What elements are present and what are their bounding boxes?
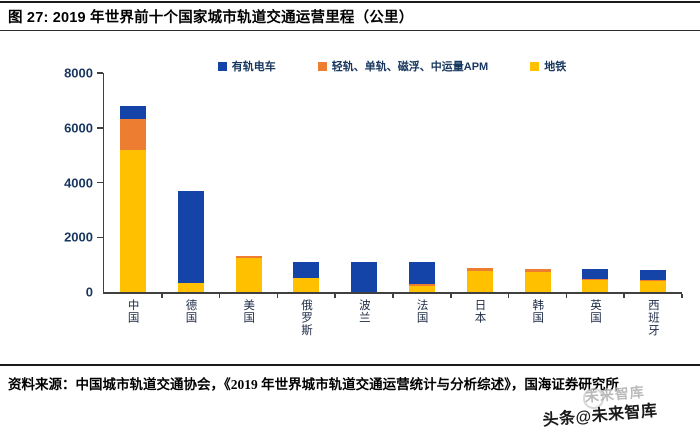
x-axis-tick xyxy=(623,294,625,298)
bar-segment xyxy=(640,270,667,281)
bar-segment xyxy=(293,278,320,292)
x-axis-category-label: 日本 xyxy=(473,299,486,324)
x-axis-tick xyxy=(334,294,336,298)
bar-segment xyxy=(119,119,146,151)
chart-legend: 有轨电车 轻轨、单轨、磁浮、中运量APM 地铁 xyxy=(103,58,681,74)
x-axis-category-label: 俄罗斯 xyxy=(300,299,313,337)
y-axis-tick xyxy=(97,236,103,238)
legend-swatch-icon xyxy=(217,61,227,71)
bar-segment xyxy=(119,150,146,292)
bar-segment xyxy=(582,279,609,292)
x-axis-category-label: 法国 xyxy=(415,299,428,324)
bar-segment xyxy=(408,261,435,284)
source-note: 资料来源：中国城市轨道交通协会，《2019 年世界城市轨道交通运营统计与分析综述… xyxy=(8,377,619,392)
y-axis-tick-label: 6000 xyxy=(64,120,93,136)
x-axis-tick xyxy=(565,294,568,298)
bar-segment xyxy=(408,285,435,292)
x-axis-tick xyxy=(507,294,510,298)
x-axis-tick xyxy=(450,294,452,298)
bar-segment xyxy=(466,267,493,272)
legend-label: 轻轨、单轨、磁浮、中运量APM xyxy=(331,61,489,73)
x-axis-category-label: 德国 xyxy=(184,299,197,324)
x-axis-category-label: 中国 xyxy=(126,299,139,324)
legend-label: 有轨电车 xyxy=(231,61,276,73)
legend-item: 轻轨、单轨、磁浮、中运量APM xyxy=(317,58,489,74)
bar-segment xyxy=(466,271,493,292)
x-axis-labels: 中国 德国 美国 俄罗斯 波兰 法国 日本 韩国 英国 西班牙 xyxy=(103,299,681,351)
x-axis-tick xyxy=(681,294,683,298)
y-axis-tick xyxy=(97,127,103,129)
legend-swatch-icon xyxy=(530,61,540,71)
bar-segment xyxy=(408,283,435,286)
bar-segment xyxy=(640,280,667,282)
legend-swatch-icon xyxy=(317,61,327,71)
bottom-border-rule xyxy=(0,364,700,366)
bar-segment xyxy=(119,105,146,119)
y-axis-tick xyxy=(97,72,103,74)
title-underline-rule xyxy=(0,30,700,31)
bar-segment xyxy=(524,269,551,273)
watermark-text: 头条@未来智库 xyxy=(542,402,659,430)
x-axis-category-label: 韩国 xyxy=(531,299,544,324)
chart-plot-area: 0 2000 4000 6000 8000 xyxy=(64,66,683,300)
x-axis-tick xyxy=(276,294,279,298)
x-axis-category-label: 西班牙 xyxy=(646,299,659,337)
legend-item: 有轨电车 xyxy=(217,58,276,74)
bar-segment xyxy=(235,255,262,259)
bar-segment xyxy=(351,262,378,292)
bar-segment xyxy=(640,281,667,292)
x-axis-tick xyxy=(392,294,394,298)
x-axis-category-label: 美国 xyxy=(242,299,255,324)
bar-segment xyxy=(582,279,609,280)
x-axis-category-label: 波兰 xyxy=(357,299,370,324)
bar-segment xyxy=(582,268,609,280)
bar-segment xyxy=(235,258,262,292)
y-axis-tick-label: 2000 xyxy=(64,229,93,245)
top-border-rule xyxy=(0,1,700,3)
y-axis-tick-label: 8000 xyxy=(64,65,93,81)
legend-label: 地铁 xyxy=(544,61,567,73)
bar-segment xyxy=(177,191,204,283)
bar-segment xyxy=(177,282,204,292)
bar-segment xyxy=(293,261,320,279)
bar-segment xyxy=(524,272,551,292)
y-axis-tick xyxy=(97,181,103,184)
y-axis-tick-label: 4000 xyxy=(64,175,93,190)
legend-item: 地铁 xyxy=(530,58,566,74)
y-axis-tick-label: 0 xyxy=(85,284,93,300)
x-axis-tick xyxy=(161,294,163,298)
figure-title: 图 27: 2019 年世界前十个国家城市轨道交通运营里程（公里） xyxy=(8,10,414,26)
x-axis-tick xyxy=(218,294,221,298)
x-axis-category-label: 英国 xyxy=(589,299,602,324)
